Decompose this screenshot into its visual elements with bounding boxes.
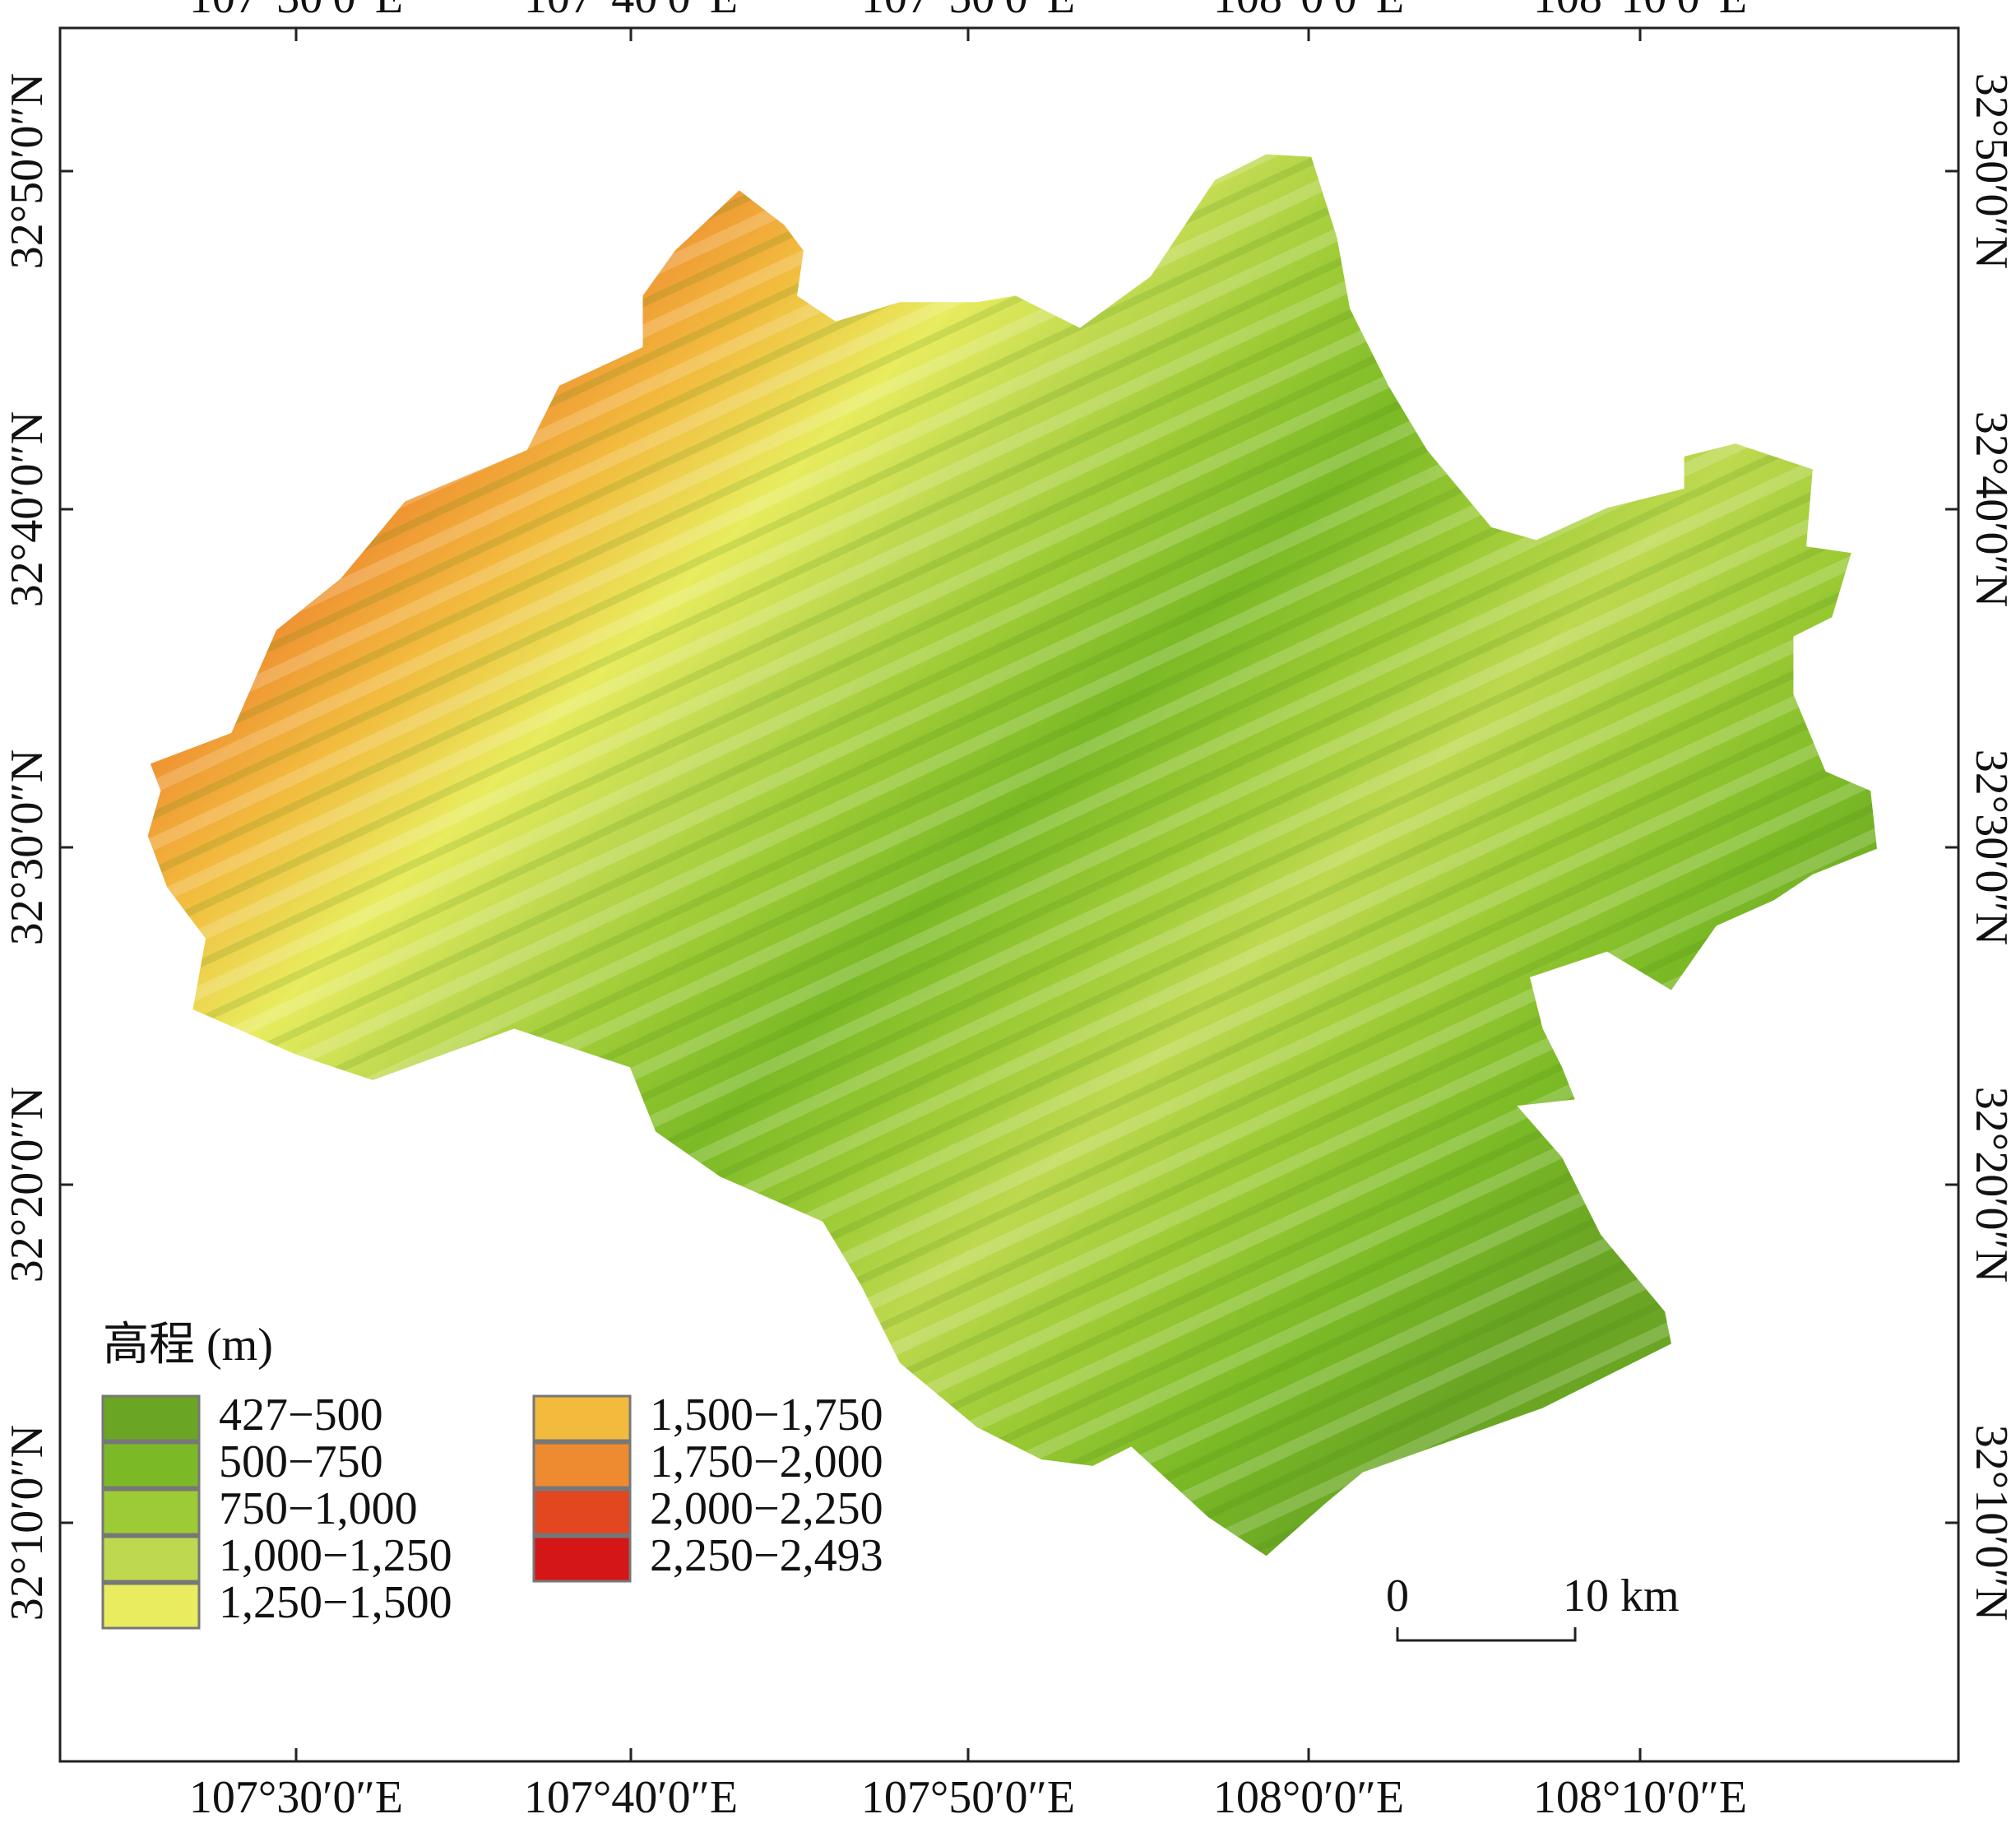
legend-label: 500−750 xyxy=(219,1436,383,1487)
bottom-label: 108°10′0″E xyxy=(1533,1772,1747,1823)
top-label: 108°0′0″E xyxy=(1213,0,1404,23)
bottom-label: 107°50′0″E xyxy=(861,1772,1075,1823)
legend-label: 750−1,000 xyxy=(219,1483,418,1534)
terrain-texture xyxy=(147,154,1877,1557)
left-label: 32°30′0″N xyxy=(2,749,53,945)
legend-swatch xyxy=(101,1441,201,1489)
legend-swatch xyxy=(532,1394,632,1442)
legend-label: 427−500 xyxy=(219,1390,383,1441)
bottom-label: 108°0′0″E xyxy=(1213,1772,1404,1823)
right-label: 32°50′0″N xyxy=(1966,73,2016,269)
left-label: 32°10′0″N xyxy=(2,1425,53,1621)
scale-line xyxy=(1396,1627,1577,1642)
legend-swatch xyxy=(532,1441,632,1489)
legend-swatch xyxy=(532,1488,632,1536)
legend-label: 1,500−1,750 xyxy=(650,1390,883,1441)
right-label: 32°30′0″N xyxy=(1966,749,2016,945)
top-label: 107°30′0″E xyxy=(189,0,403,23)
left-label: 32°20′0″N xyxy=(2,1087,53,1283)
legend-swatch xyxy=(101,1394,201,1442)
bottom-label: 107°40′0″E xyxy=(524,1772,738,1823)
legend: 高程 (m) 427−500500−750750−1,0001,000−1,25… xyxy=(101,1320,883,1630)
scale-label: 0 xyxy=(1386,1571,1409,1622)
legend-swatch xyxy=(101,1488,201,1536)
legend-swatch xyxy=(532,1535,632,1583)
top-label: 107°40′0″E xyxy=(524,0,738,23)
left-label: 32°40′0″N xyxy=(2,411,53,607)
legend-swatch xyxy=(101,1582,201,1630)
scale-bar: 0 10 km xyxy=(1386,1571,1680,1642)
study-area xyxy=(147,154,1877,1557)
map-frame xyxy=(58,26,1960,1763)
legend-swatch xyxy=(101,1535,201,1583)
legend-label: 2,000−2,250 xyxy=(650,1483,883,1534)
right-label: 32°10′0″N xyxy=(1966,1425,2016,1621)
legend-label: 2,250−2,493 xyxy=(650,1530,883,1581)
legend-label: 1,250−1,500 xyxy=(219,1577,452,1628)
left-label: 32°50′0″N xyxy=(2,73,53,269)
legend-label: 1,000−1,250 xyxy=(219,1530,452,1581)
top-label: 108°10′0″E xyxy=(1533,0,1747,23)
right-label: 32°40′0″N xyxy=(1966,411,2016,607)
legend-label: 1,750−2,000 xyxy=(650,1436,883,1487)
legend-title: 高程 (m) xyxy=(103,1320,273,1371)
top-label: 107°50′0″E xyxy=(861,0,1075,23)
scale-label: 10 km xyxy=(1563,1571,1680,1622)
right-label: 32°20′0″N xyxy=(1966,1087,2016,1283)
bottom-label: 107°30′0″E xyxy=(189,1772,403,1823)
